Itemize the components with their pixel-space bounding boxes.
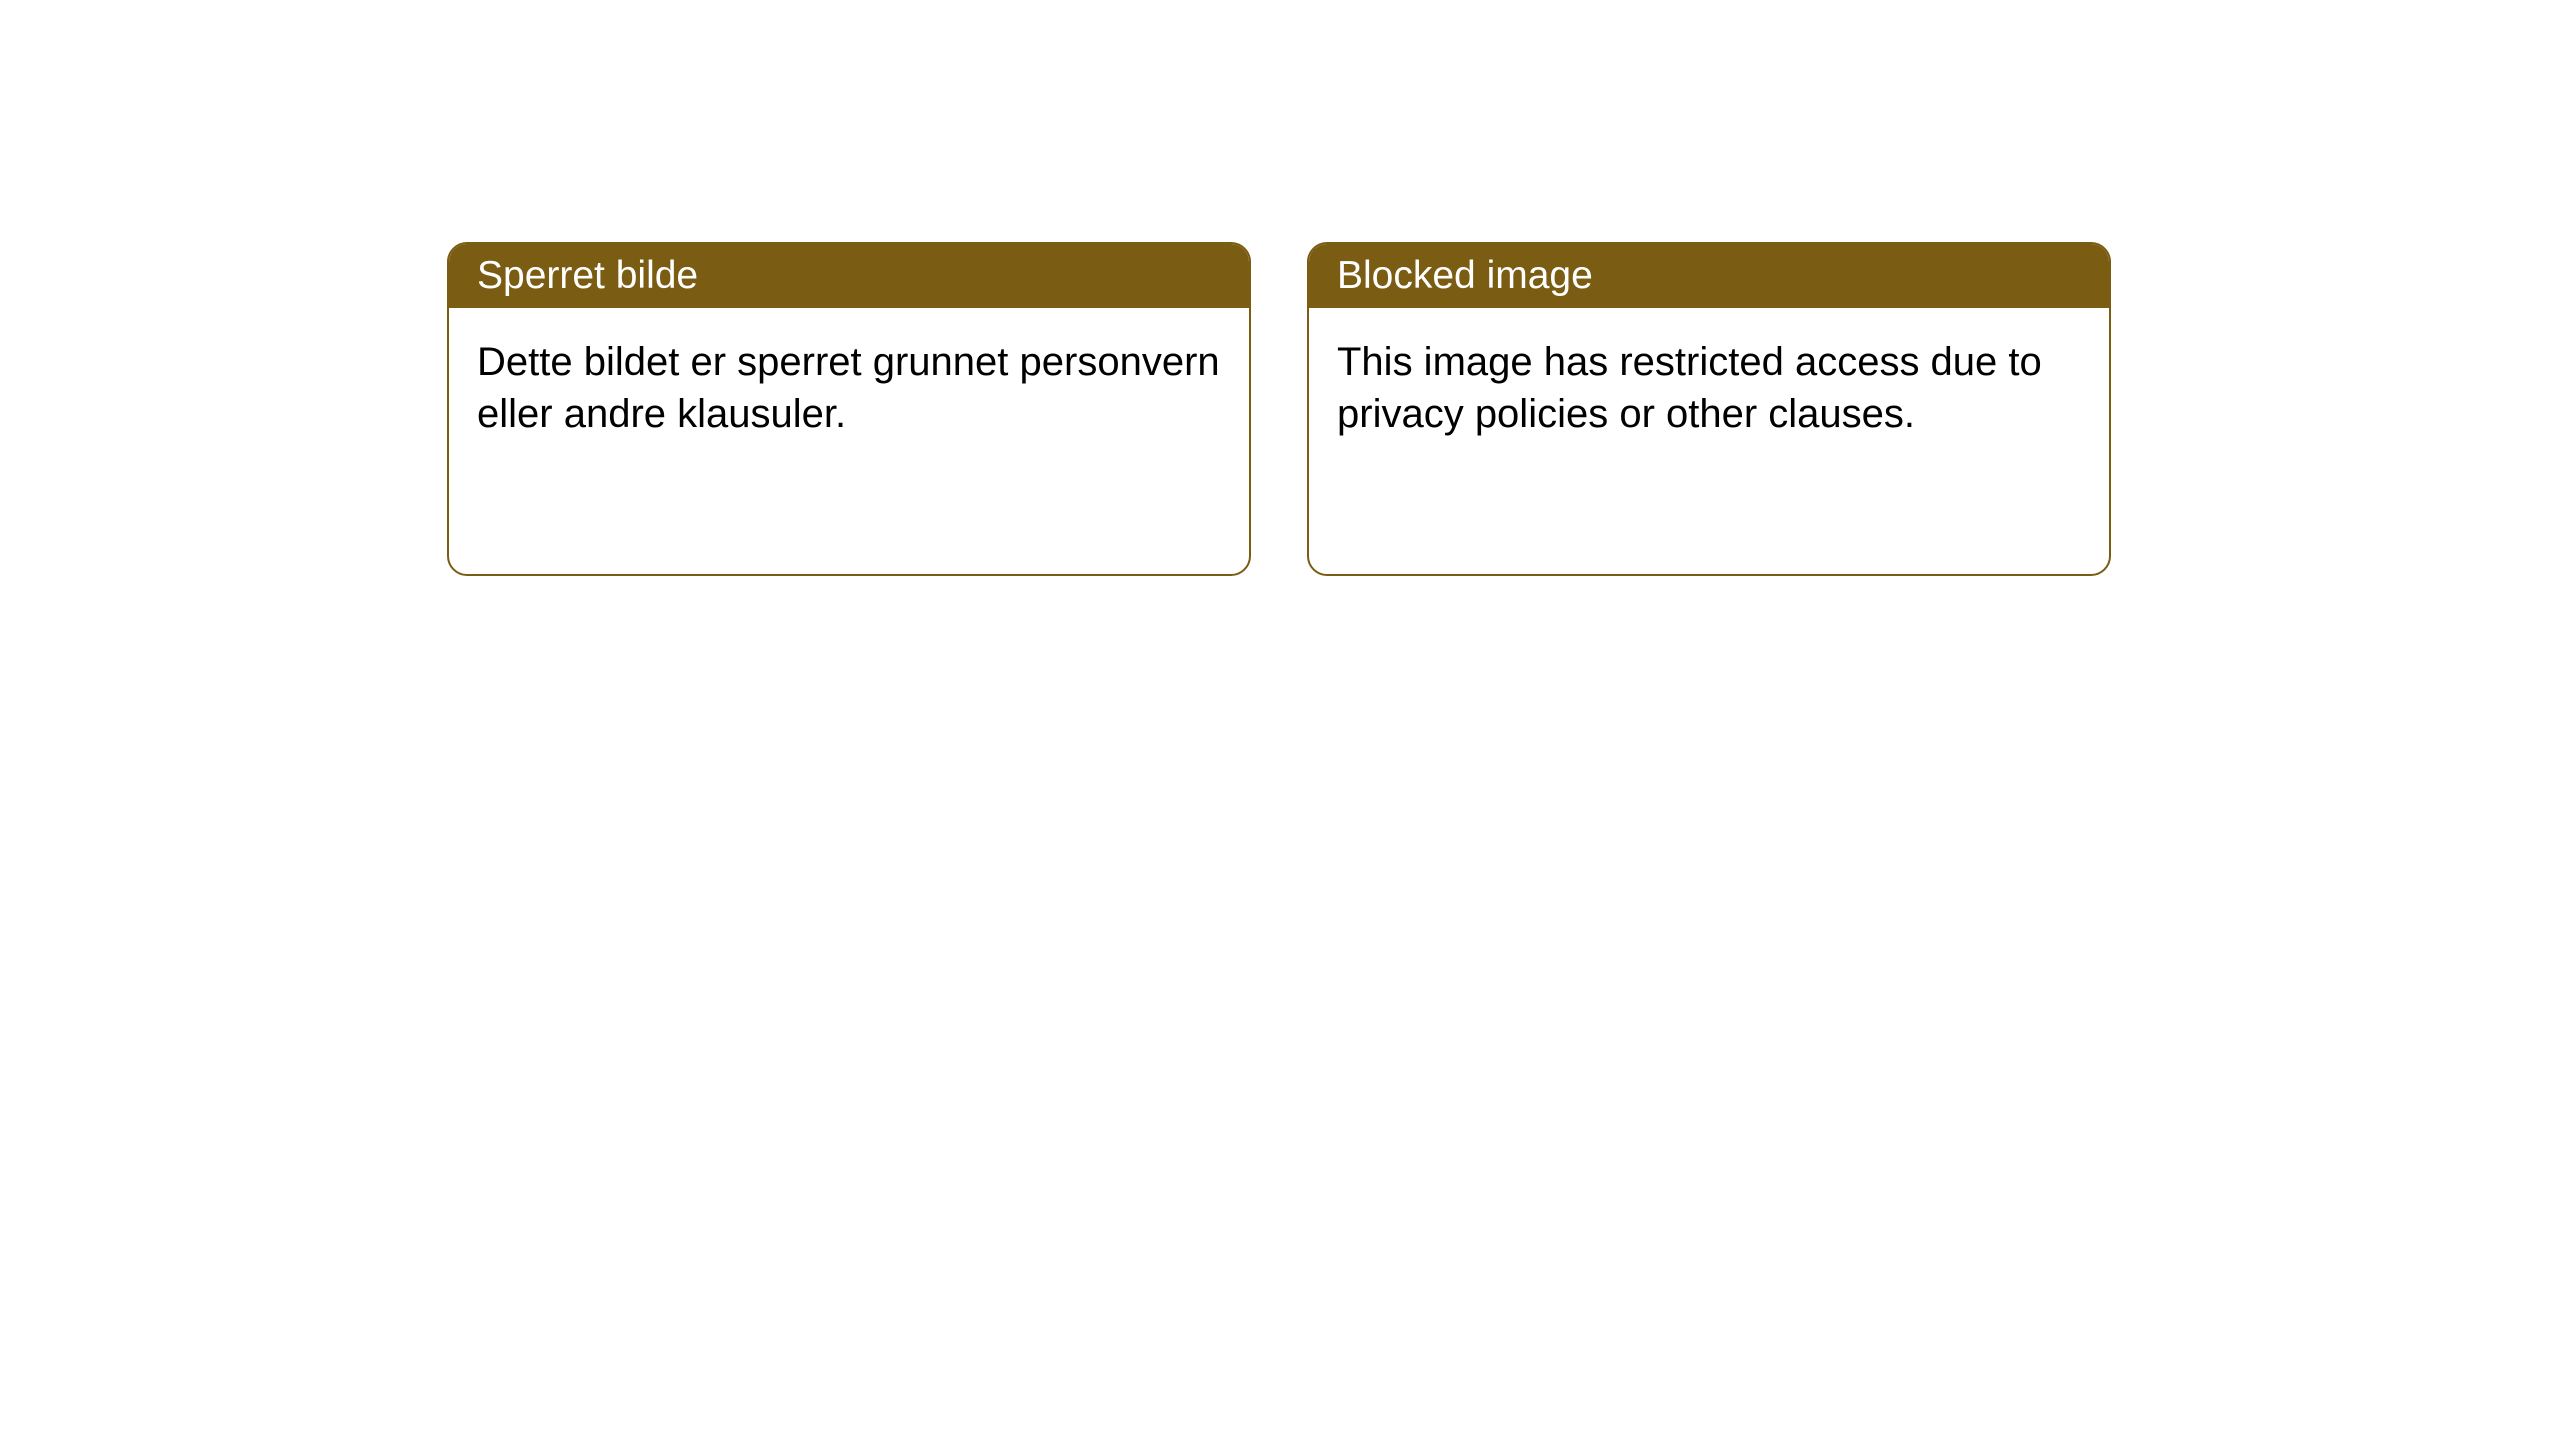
card-title: Blocked image <box>1337 254 1593 297</box>
card-body: Dette bildet er sperret grunnet personve… <box>449 308 1249 468</box>
card-header: Sperret bilde <box>449 244 1249 308</box>
card-body-text: This image has restricted access due to … <box>1337 340 2042 436</box>
card-title: Sperret bilde <box>477 254 698 297</box>
blocked-image-card-norwegian: Sperret bilde Dette bildet er sperret gr… <box>447 242 1251 576</box>
cards-container: Sperret bilde Dette bildet er sperret gr… <box>0 0 2560 576</box>
card-body: This image has restricted access due to … <box>1309 308 2109 468</box>
card-header: Blocked image <box>1309 244 2109 308</box>
card-body-text: Dette bildet er sperret grunnet personve… <box>477 340 1220 436</box>
blocked-image-card-english: Blocked image This image has restricted … <box>1307 242 2111 576</box>
